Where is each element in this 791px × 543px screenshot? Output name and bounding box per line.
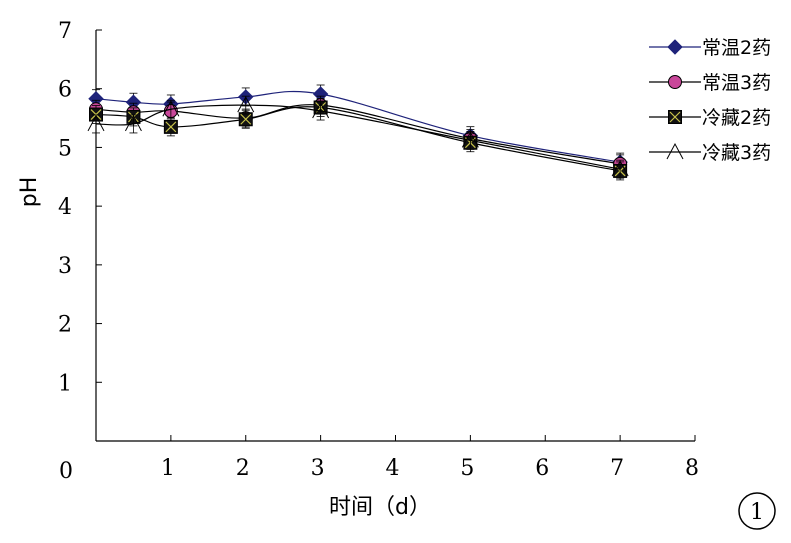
y-tick-label: 7 xyxy=(58,19,72,44)
data-point xyxy=(611,160,629,177)
legend-item-4: 冷藏3药 xyxy=(649,142,771,164)
y-tick-label: 3 xyxy=(58,254,72,279)
legend-item-3: 冷藏2药 xyxy=(649,107,771,129)
axes: 1 2 3 4 5 6 7 1 2 3 4 5 6 7 8 xyxy=(58,19,699,481)
y-tick-label: 2 xyxy=(58,313,72,338)
x-tick-label: 4 xyxy=(386,456,400,481)
panel-marker: 1 xyxy=(738,492,776,530)
legend-label: 常温3药 xyxy=(702,72,771,94)
data-point xyxy=(163,119,178,134)
legend-marker xyxy=(668,75,682,89)
data-point xyxy=(237,96,255,113)
legend-label: 常温2药 xyxy=(702,37,771,59)
data-point xyxy=(87,114,105,132)
x-axis-title: 时间（d） xyxy=(329,495,431,520)
series-2 xyxy=(89,95,628,174)
panel-marker-circle xyxy=(738,492,776,530)
data-point xyxy=(312,101,330,119)
data-point xyxy=(124,114,142,132)
marker-cross xyxy=(165,121,177,133)
series-layer xyxy=(87,84,629,181)
y-tick-label: 1 xyxy=(58,371,72,396)
x-tick-label: 6 xyxy=(535,456,549,481)
data-point xyxy=(238,112,253,127)
legend-label: 冷藏3药 xyxy=(702,142,771,164)
x-tick-label: 5 xyxy=(460,456,474,481)
series-line xyxy=(95,104,621,170)
y-tick-label: 4 xyxy=(58,195,72,220)
origin-label: 0 xyxy=(59,459,73,484)
x-tick-label: 1 xyxy=(161,456,175,481)
y-tick-label: 6 xyxy=(58,78,72,103)
legend-marker xyxy=(668,110,682,124)
series-4 xyxy=(87,95,629,179)
legend-marker xyxy=(666,142,684,160)
marker-cross xyxy=(669,111,681,123)
x-tick-label: 8 xyxy=(685,456,699,481)
data-point xyxy=(162,100,180,117)
marker-cross xyxy=(240,113,252,125)
legend-marker xyxy=(667,39,683,55)
data-point xyxy=(461,131,479,148)
x-tick-label: 7 xyxy=(610,456,624,481)
legend-item-1: 常温2药 xyxy=(649,37,771,59)
x-tick-label: 2 xyxy=(236,456,250,481)
y-tick-label: 5 xyxy=(58,136,72,161)
x-tick-label: 3 xyxy=(311,456,325,481)
y-axis-title: pH xyxy=(17,177,42,208)
legend-item-2: 常温3药 xyxy=(649,72,771,94)
panel-marker-label: 1 xyxy=(750,500,764,525)
legend-label: 冷藏2药 xyxy=(702,107,771,129)
